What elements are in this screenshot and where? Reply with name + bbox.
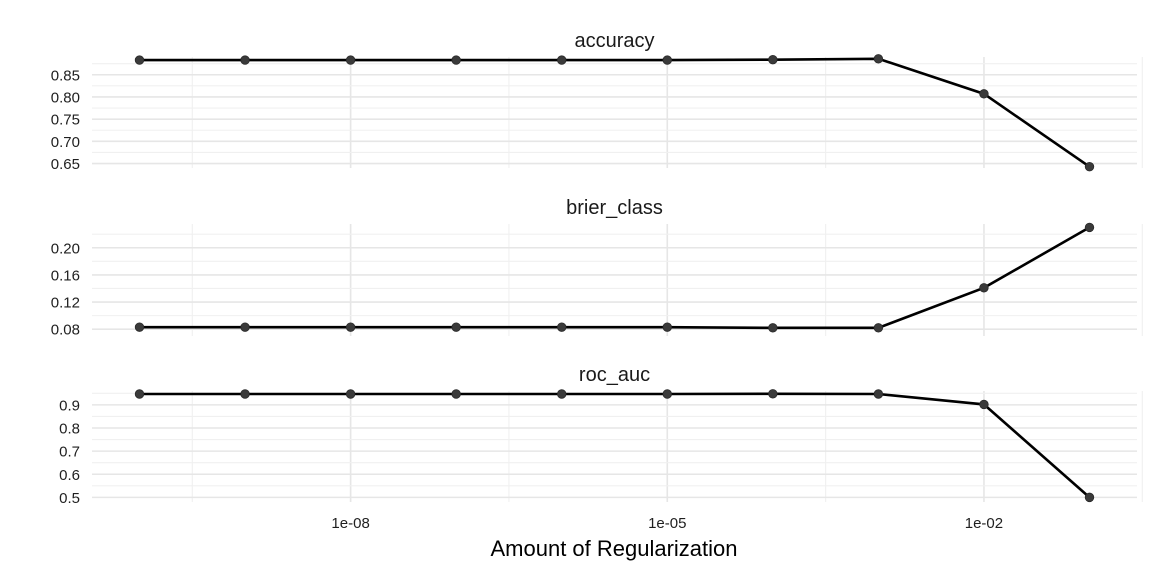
y-tick-label: 0.8 [59, 421, 80, 438]
data-point [557, 55, 567, 65]
x-tick-label: 1e-05 [648, 515, 686, 532]
data-point [451, 322, 461, 332]
data-point [662, 55, 672, 65]
data-point [240, 322, 250, 332]
y-tick-label: 0.20 [51, 240, 80, 257]
data-point [1084, 161, 1095, 172]
data-point [134, 389, 145, 399]
series-line-brier_class [139, 226, 1091, 330]
y-tick-label: 0.6 [59, 467, 80, 484]
data-point [873, 323, 884, 333]
facet-panels: 0.65 0.70 0.75 0.80 0.85 accuracy 0.08 0.12 0.16… [51, 30, 1143, 507]
data-point [557, 322, 567, 332]
x-tick-label: 1e-02 [965, 515, 1003, 532]
series-line-roc_auc [139, 392, 1091, 499]
data-point [979, 283, 989, 293]
panel-title-roc_auc: roc_auc [579, 364, 650, 386]
panel-title-brier_class: brier_class [566, 197, 663, 219]
x-axis-title: Amount of Regularization [490, 536, 737, 561]
y-tick-label: 0.7 [59, 444, 80, 461]
y-tick-label: 0.70 [51, 134, 80, 151]
data-point [1084, 222, 1095, 233]
y-tick-label: 0.5 [59, 490, 80, 507]
data-point [662, 389, 672, 399]
data-point [557, 389, 567, 399]
facet-panel-accuracy: 0.65 0.70 0.75 0.80 0.85 accuracy [51, 30, 1143, 173]
data-point [979, 89, 989, 99]
data-point [873, 389, 884, 399]
y-tick-label: 0.85 [51, 67, 80, 84]
x-tick-label: 1e-08 [331, 515, 369, 532]
panel-title-accuracy: accuracy [574, 30, 654, 52]
y-tick-label: 0.80 [51, 89, 80, 106]
data-point [451, 389, 461, 399]
data-point [662, 322, 672, 332]
x-axis: 1e-08 1e-05 1e-02 [331, 515, 1003, 532]
data-point [345, 55, 356, 65]
data-point [345, 389, 356, 399]
data-point [873, 54, 884, 64]
y-tick-label: 0.16 [51, 267, 80, 284]
data-point [451, 55, 461, 65]
y-tick-label: 0.9 [59, 397, 80, 414]
data-point [979, 399, 989, 410]
facet-panel-roc_auc: 0.5 0.6 0.7 0.8 0.9 roc_auc [59, 364, 1143, 507]
data-point [768, 389, 778, 399]
data-point [134, 322, 145, 332]
series-line-accuracy [139, 57, 1091, 168]
data-point [240, 55, 250, 65]
data-point [240, 389, 250, 399]
y-tick-label: 0.65 [51, 156, 80, 173]
y-tick-label: 0.75 [51, 112, 80, 129]
data-point [1084, 492, 1095, 503]
data-point [134, 55, 145, 65]
data-point [768, 323, 778, 333]
y-tick-label: 0.08 [51, 322, 80, 339]
facet-panel-brier_class: 0.08 0.12 0.16 0.20 brier_class [51, 197, 1143, 339]
data-point [768, 54, 778, 65]
y-tick-label: 0.12 [51, 295, 80, 312]
data-point [345, 322, 356, 332]
